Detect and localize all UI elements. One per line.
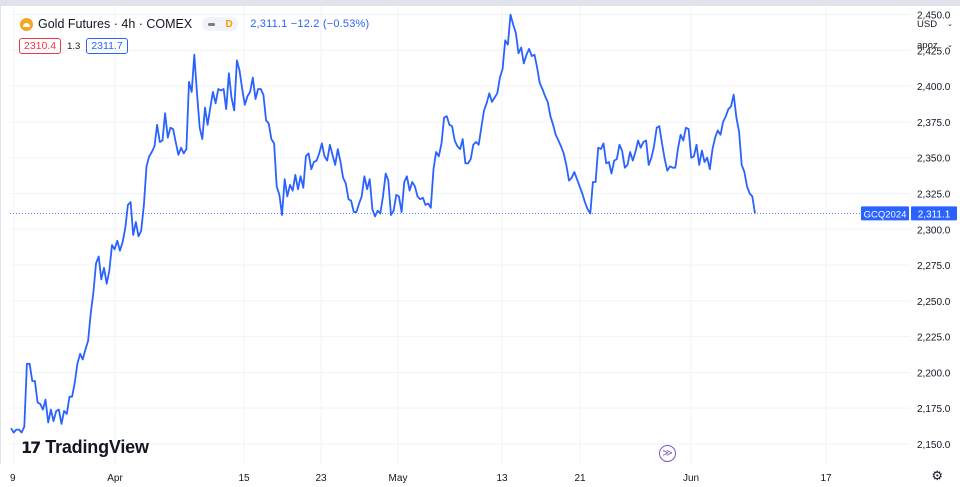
- y-tick-label: 2,425.0: [917, 46, 951, 57]
- y-tick-label: 2,275.0: [917, 261, 951, 272]
- ticker-tag: [861, 206, 909, 221]
- y-tick-label: 2,325.0: [917, 189, 951, 200]
- y-tick-label: 2,225.0: [917, 333, 951, 344]
- bid-price[interactable]: 2310.4: [19, 38, 62, 54]
- price-line: [10, 13, 756, 434]
- price-tag-label: 2,311.1: [918, 209, 951, 220]
- y-tick-label: 2,300.0: [917, 225, 951, 236]
- y-tick-label: 2,175.0: [917, 404, 951, 415]
- y-tick-label: 2,250.0: [917, 297, 951, 308]
- y-tick-label: 2,400.0: [917, 82, 951, 93]
- spread-value: 1.3: [67, 40, 81, 52]
- x-tick-label: 9: [10, 473, 16, 484]
- left-border: [0, 6, 1, 464]
- price-change: 2,311.1 −12.2 (−0.53%): [250, 18, 370, 30]
- y-tick-label: 2,375.0: [917, 118, 951, 129]
- x-tick-label: 17: [820, 473, 832, 484]
- gold-coin-icon: [20, 17, 33, 31]
- x-tick-label: May: [389, 473, 408, 484]
- watermark-text: TradingView: [45, 437, 149, 457]
- chevron-down-icon: ⌄: [947, 21, 953, 28]
- x-tick-label: 23: [315, 473, 327, 484]
- x-tick-label: 15: [238, 473, 250, 484]
- go-to-realtime-icon[interactable]: ≫: [659, 445, 676, 462]
- scale-label: apoz: [917, 39, 938, 51]
- x-tick-label: 21: [574, 473, 586, 484]
- scale-dropdown[interactable]: apoz ⌄: [917, 37, 953, 53]
- y-tick-label: 2,200.0: [917, 368, 951, 379]
- x-tick-label: Apr: [107, 473, 123, 484]
- symbol-title[interactable]: Gold Futures · 4h · COMEX: [38, 17, 193, 31]
- y-tick-label: 2,450.0: [917, 11, 951, 22]
- gear-icon[interactable]: ⚙: [931, 468, 943, 483]
- currency-dropdown[interactable]: USD ⌄: [917, 16, 953, 32]
- y-tick-label: 2,350.0: [917, 154, 951, 165]
- top-border: [0, 0, 960, 6]
- price-tag: [911, 206, 957, 221]
- x-tick-label: 13: [496, 473, 508, 484]
- chevron-down-icon: ⌄: [947, 42, 953, 49]
- series-legend[interactable]: Gold Futures · 4h · COMEX D 2,311.1 −12.…: [20, 15, 369, 33]
- currency-label: USD: [917, 18, 938, 30]
- tradingview-logo-icon: 𝟭𝟳: [21, 439, 41, 457]
- y-tick-label: 2,150.0: [917, 440, 951, 451]
- x-tick-label: Jun: [683, 473, 699, 484]
- mode-badge[interactable]: D: [202, 17, 239, 31]
- bid-ask: 2310.4 1.3 2311.7: [19, 38, 128, 54]
- delayed-badge: D: [225, 18, 233, 30]
- tradingview-watermark[interactable]: 𝟭𝟳 TradingView: [21, 437, 149, 458]
- minus-icon: [207, 22, 215, 26]
- ask-price[interactable]: 2311.7: [86, 38, 128, 54]
- ticker-tag-label: GCQ2024: [864, 209, 907, 220]
